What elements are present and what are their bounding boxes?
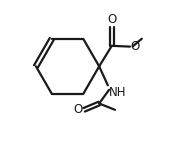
Text: O: O (131, 40, 140, 53)
Text: O: O (73, 103, 83, 116)
Text: NH: NH (109, 86, 126, 99)
Text: O: O (107, 13, 116, 26)
